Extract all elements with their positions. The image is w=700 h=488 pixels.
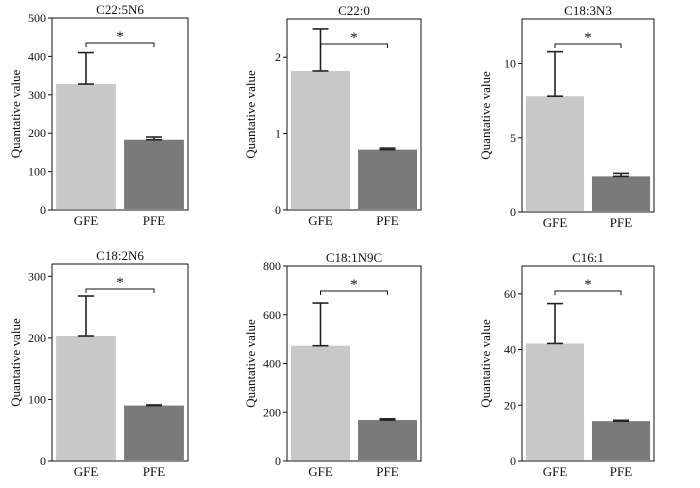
bar-gfe <box>525 96 585 211</box>
y-tick-label: 0 <box>510 205 516 219</box>
y-tick-label: 100 <box>28 165 46 179</box>
significance-bracket <box>554 290 622 295</box>
bar-pfe <box>358 149 417 209</box>
bar-pfe <box>358 420 417 460</box>
significance-bracket <box>85 288 155 293</box>
y-tick-label: 0 <box>275 203 281 217</box>
x-tick-label: GFE <box>543 464 568 479</box>
y-axis-label: Quantative value <box>8 70 23 159</box>
significance-marker: * <box>116 275 124 291</box>
y-axis-label: Quantative value <box>243 70 258 159</box>
plot-frame <box>521 18 655 213</box>
chart-title: C18:2N6 <box>96 248 144 263</box>
bar-gfe <box>291 345 350 460</box>
significance-marker: * <box>350 30 358 46</box>
y-tick-label: 60 <box>504 287 516 301</box>
x-tick-label: PFE <box>610 464 632 479</box>
chart-panel-2: C22:0 Quantative value 0 1 2 GFE PFE * <box>243 3 422 228</box>
y-tick-label: 300 <box>28 88 46 102</box>
x-tick-label: PFE <box>376 464 398 479</box>
chart-panel-6: C16:1 Quantative value 0 20 40 60 GFE PFE * <box>478 250 655 479</box>
x-tick-label: GFE <box>308 464 333 479</box>
x-tick-label: GFE <box>74 464 99 479</box>
y-tick-label: 800 <box>263 259 281 273</box>
y-tick-label: 300 <box>28 269 46 283</box>
y-tick-label: 200 <box>28 331 46 345</box>
chart-panel-1: C22:5N6 Quantative value 0 100 200 300 400 500 G… <box>8 2 189 228</box>
x-tick-label: PFE <box>610 215 632 230</box>
y-tick-label: 10 <box>504 57 516 71</box>
significance-bracket <box>320 43 388 48</box>
significance-bracket <box>554 43 622 48</box>
significance-bracket <box>320 290 388 295</box>
x-tick-label: GFE <box>308 213 333 228</box>
y-axis-label: Quantative value <box>478 319 493 408</box>
x-tick-label: GFE <box>74 213 99 228</box>
bar-gfe <box>56 84 116 209</box>
y-tick-label: 100 <box>28 392 46 406</box>
y-tick-label: 0 <box>40 203 46 217</box>
y-axis-label: Quantative value <box>243 319 258 408</box>
y-axis-label: Quantative value <box>478 71 493 160</box>
x-tick-label: GFE <box>543 215 568 230</box>
y-tick-label: 400 <box>263 357 281 371</box>
bar-pfe <box>591 421 651 460</box>
significance-bracket <box>85 42 155 47</box>
significance-marker: * <box>350 277 358 293</box>
y-tick-label: 200 <box>263 405 281 419</box>
bar-pfe <box>591 176 651 211</box>
significance-marker: * <box>584 277 592 293</box>
bar-gfe <box>291 70 350 210</box>
chart-panel-3: C18:3N3 Quantative value 0 5 10 GFE PFE * <box>478 3 655 230</box>
bar-pfe <box>124 405 184 460</box>
x-tick-label: PFE <box>143 213 165 228</box>
y-tick-label: 20 <box>504 398 516 412</box>
y-tick-label: 2 <box>275 50 281 64</box>
y-tick-label: 0 <box>275 454 281 468</box>
chart-panel-5: C18:1N9C Quantative value 0 200 400 600 800 GFE… <box>243 250 422 479</box>
bar-gfe <box>56 336 116 460</box>
plot-frame <box>51 17 189 211</box>
y-tick-label: 5 <box>510 131 516 145</box>
plot-frame <box>51 263 189 462</box>
chart-title: C22:5N6 <box>96 2 144 17</box>
x-tick-label: PFE <box>376 213 398 228</box>
y-tick-label: 500 <box>28 11 46 25</box>
chart-title: C16:1 <box>572 250 604 265</box>
y-axis-label: Quantative value <box>8 318 23 407</box>
bar-pfe <box>124 139 184 209</box>
y-tick-label: 0 <box>510 454 516 468</box>
chart-title: C18:3N3 <box>564 3 612 18</box>
y-tick-label: 40 <box>504 343 516 357</box>
significance-marker: * <box>584 30 592 46</box>
y-tick-label: 400 <box>28 49 46 63</box>
x-tick-label: PFE <box>143 464 165 479</box>
chart-panel-4: C18:2N6 Quantative value 0 100 200 300 GFE PFE * <box>8 248 189 479</box>
plot-frame <box>286 18 422 211</box>
bar-gfe <box>525 343 585 460</box>
y-tick-label: 0 <box>40 454 46 468</box>
plot-frame <box>521 265 655 462</box>
y-tick-label: 1 <box>275 127 281 141</box>
chart-title: C18:1N9C <box>326 250 382 265</box>
y-tick-label: 600 <box>263 308 281 322</box>
chart-title: C22:0 <box>338 3 370 18</box>
significance-marker: * <box>116 29 124 45</box>
y-tick-label: 200 <box>28 126 46 140</box>
